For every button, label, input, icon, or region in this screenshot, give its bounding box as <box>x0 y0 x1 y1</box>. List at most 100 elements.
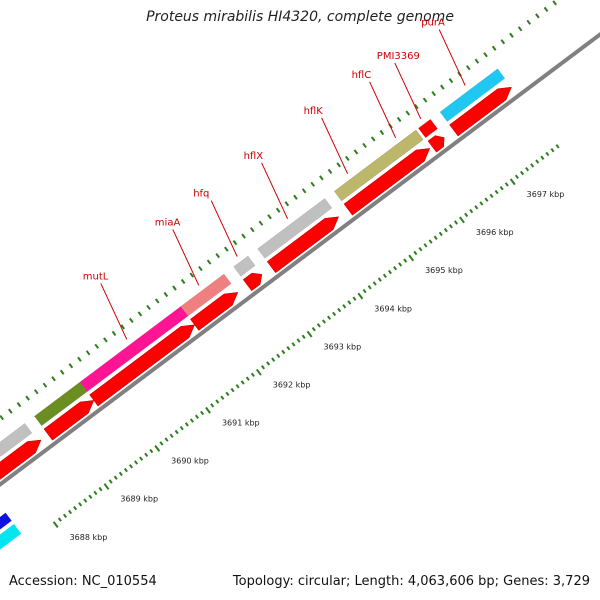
ruler-minor-tick <box>499 186 504 191</box>
outer-tick-mark <box>543 6 549 12</box>
outer-tick-mark <box>301 188 307 194</box>
cds-arrow[interactable] <box>343 148 431 216</box>
map-title: Proteus mirabilis HI4320, complete genom… <box>146 9 454 25</box>
ruler-major-tick <box>52 521 59 529</box>
ruler-minor-tick <box>453 220 458 225</box>
gene-feature-bar[interactable] <box>334 129 424 202</box>
ruler-minor-tick <box>469 208 474 214</box>
ruler-minor-tick <box>88 494 93 499</box>
ruler-minor-tick <box>179 425 184 431</box>
gene-feature-bar[interactable] <box>257 198 333 259</box>
outer-tick-mark <box>8 408 13 414</box>
edge-feature-bar[interactable] <box>0 512 12 535</box>
ruler-minor-tick <box>504 182 509 187</box>
gene-feature-bar[interactable] <box>418 118 438 139</box>
outer-tick-mark <box>336 162 341 168</box>
genome-summary: Topology: circular; Length: 4,063,606 bp… <box>232 574 590 589</box>
ruler-minor-tick <box>93 490 98 496</box>
cds-arrow[interactable] <box>449 86 512 137</box>
outer-tick-mark <box>258 220 264 226</box>
cds-arrow[interactable] <box>242 272 263 292</box>
cds-arrow[interactable] <box>266 216 339 274</box>
ruler-minor-tick <box>174 429 179 435</box>
outer-tick-mark <box>552 0 557 6</box>
ruler-minor-tick <box>393 266 398 271</box>
cds-arrow[interactable] <box>0 439 42 482</box>
gene-feature-bar[interactable] <box>233 255 256 277</box>
outer-tick-mark <box>405 110 411 116</box>
outer-tick-mark <box>59 369 65 375</box>
outer-tick-mark <box>25 395 30 401</box>
outer-tick-mark <box>0 415 4 421</box>
gene-leader-line <box>261 162 289 220</box>
outer-tick-mark <box>353 149 359 155</box>
ruler-major-tick <box>408 254 415 262</box>
outer-tick-mark <box>535 13 540 19</box>
cds-arrow[interactable] <box>43 400 95 441</box>
ruler-minor-tick <box>377 277 382 282</box>
cds-arrow[interactable] <box>190 292 239 331</box>
edge-feature-bar[interactable] <box>0 524 22 555</box>
ruler-minor-tick <box>352 296 357 301</box>
outer-tick-mark <box>275 207 281 213</box>
ruler-minor-tick <box>438 231 443 237</box>
outer-tick-mark <box>163 291 169 298</box>
ruler-minor-tick <box>159 441 164 446</box>
ruler-minor-tick <box>230 387 235 393</box>
ruler-minor-tick <box>144 452 149 458</box>
ruler-minor-tick <box>210 403 215 408</box>
outer-tick-mark <box>500 39 506 45</box>
ruler-tick-label: 3688 kbp <box>70 533 108 542</box>
ruler-minor-tick <box>189 418 194 423</box>
ruler-minor-tick <box>433 235 438 240</box>
gene-feature-bar[interactable] <box>439 68 506 122</box>
ruler-minor-tick <box>484 197 489 202</box>
outer-tick-mark <box>431 90 437 97</box>
ruler-minor-tick <box>98 486 103 492</box>
ruler-minor-tick <box>78 502 83 507</box>
ruler-minor-tick <box>489 193 494 199</box>
ruler-minor-tick <box>118 471 123 477</box>
ruler-major-tick <box>154 445 161 452</box>
ruler-major-tick <box>509 178 516 186</box>
ruler-minor-tick <box>520 170 525 176</box>
ruler-minor-tick <box>387 269 392 275</box>
outer-tick-mark <box>16 402 22 408</box>
gene-layer <box>0 68 512 555</box>
gene-leader-line <box>438 29 466 86</box>
ruler-minor-tick <box>200 410 205 416</box>
ruler-minor-tick <box>68 509 73 515</box>
gene-leader-line <box>210 200 238 257</box>
gene-leader-line <box>321 117 349 175</box>
outer-tick-mark <box>129 317 134 323</box>
ruler-minor-tick <box>57 517 62 522</box>
ruler-tick-label: 3693 kbp <box>324 342 362 351</box>
gene-label: hflK <box>304 106 324 117</box>
ruler-tick-label: 3697 kbp <box>527 190 565 199</box>
ruler-minor-tick <box>367 285 372 290</box>
outer-tick-mark <box>51 376 56 382</box>
ruler-minor-tick <box>316 323 321 328</box>
label-layer: mutL miaA hfq hflX hflK hflC PMI3369 purA <box>83 18 466 340</box>
ruler-minor-tick <box>271 357 276 362</box>
ruler-minor-tick <box>108 479 113 484</box>
cds-arrow[interactable] <box>89 324 195 407</box>
ruler-tick-label: 3695 kbp <box>425 266 463 275</box>
ruler-minor-tick <box>327 315 332 320</box>
ruler-minor-tick <box>530 163 535 168</box>
ruler-tick-label: 3690 kbp <box>171 457 209 466</box>
ruler-minor-tick <box>281 349 286 355</box>
ruler-minor-tick <box>428 239 433 244</box>
outer-tick-mark <box>440 84 445 90</box>
backbone-layer <box>0 31 600 487</box>
cds-arrow[interactable] <box>427 135 445 153</box>
outer-tick-mark <box>146 304 151 311</box>
ruler-minor-tick <box>291 342 296 347</box>
gene-feature-bar[interactable] <box>0 423 33 457</box>
gene-feature-bar[interactable] <box>180 273 232 317</box>
ruler-minor-tick <box>423 243 428 248</box>
ruler-minor-tick <box>225 391 230 397</box>
outer-tick-mark <box>422 97 428 103</box>
gene-label: PMI3369 <box>377 51 420 62</box>
